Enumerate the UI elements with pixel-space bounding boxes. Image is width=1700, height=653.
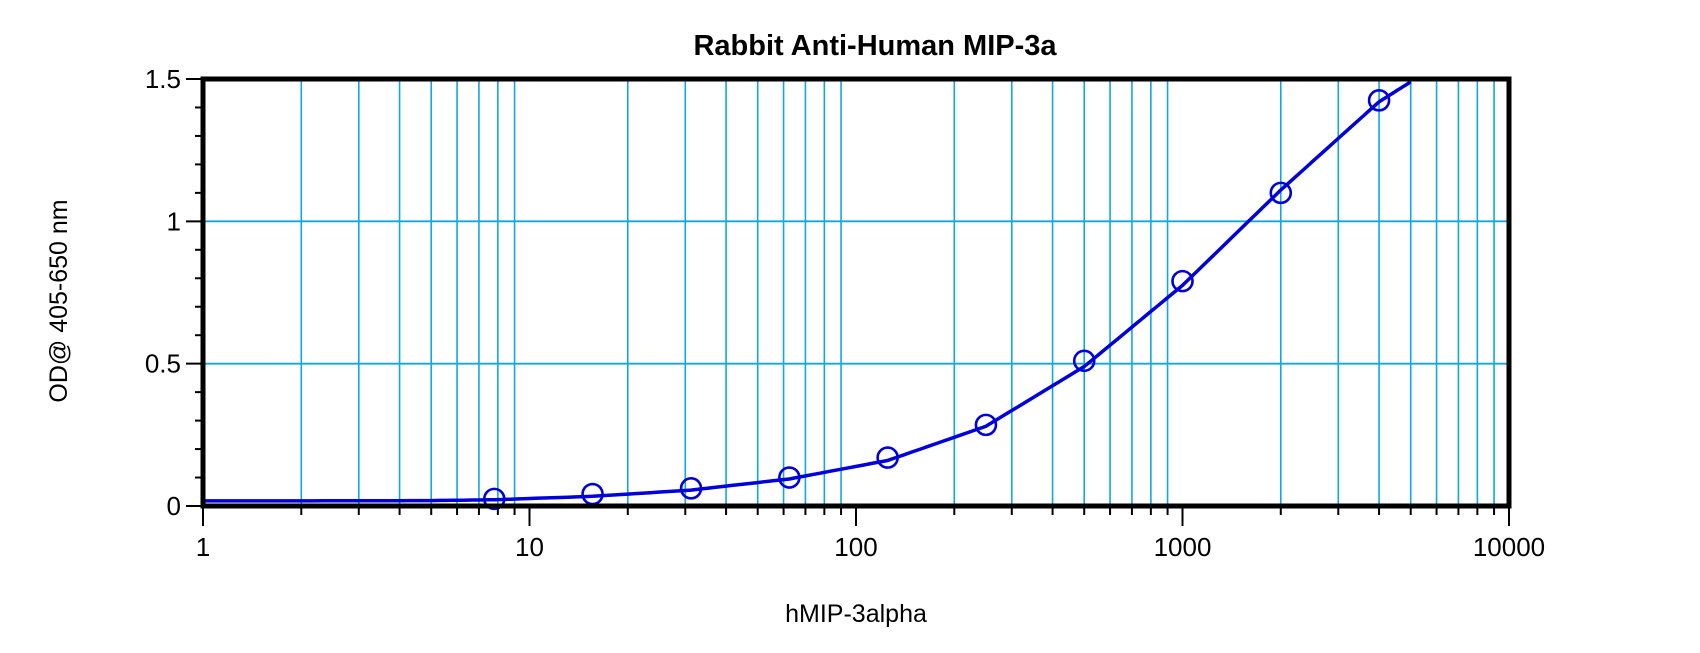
data-point-marker [974,413,998,437]
x-tick-label: 10000 [1473,532,1545,562]
chart-title: Rabbit Anti-Human MIP-3a [693,30,1057,62]
data-point-marker [482,487,506,511]
y-axis-label: OD@ 405-650 nm [45,199,73,402]
data-point-marker [1269,181,1293,205]
data-point-marker [1367,89,1391,112]
fitted-curve-line [203,80,1412,503]
data-point-marker [876,446,899,469]
gridlines [203,79,1509,506]
y-tick-label: 0 [167,491,181,521]
data-points [482,89,1391,511]
x-axis-label: hMIP-3alpha [785,600,927,628]
x-tick-label: 100 [834,532,877,562]
y-axis-tick-labels: 0 0.5 1 1.5 [145,64,181,521]
data-point-marker [679,477,703,500]
x-tick-label: 1 [196,532,210,562]
data-point-marker [778,466,801,489]
x-tick-label: 1000 [1154,532,1212,562]
data-point-marker [1072,349,1096,373]
x-axis-tick-labels: 1 10 100 1000 10000 [196,532,1545,562]
plot-frame [200,76,1512,509]
y-tick-label: 0.5 [145,349,181,379]
fitted-curve [203,80,1412,503]
x-tick-label: 10 [515,532,544,562]
data-point-marker [1171,269,1194,293]
y-tick-label: 1 [167,206,181,236]
y-tick-label: 1.5 [145,64,181,94]
